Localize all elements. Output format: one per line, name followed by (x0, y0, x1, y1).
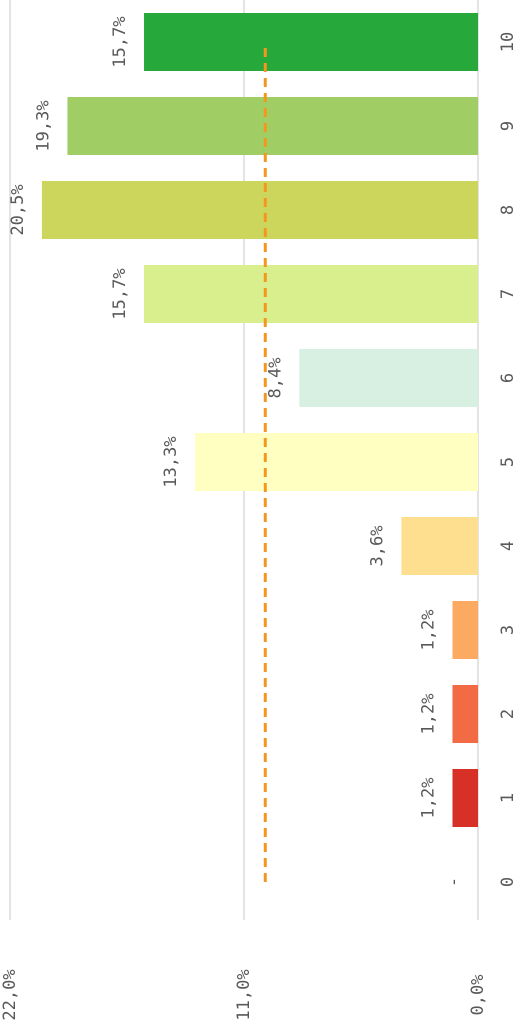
bar (401, 517, 478, 575)
y-tick-label: 11,0% (234, 969, 254, 1020)
value-label: 1,2% (418, 610, 438, 651)
x-tick-label: 2 (498, 709, 518, 719)
value-label: 8,4% (265, 358, 285, 399)
value-label: 13,3% (161, 436, 181, 487)
x-tick-label: 7 (498, 289, 518, 299)
x-tick-label: 0 (498, 877, 518, 887)
bar (144, 265, 478, 323)
x-tick-label: 1 (498, 793, 518, 803)
bar (41, 181, 479, 239)
value-label: 15,7% (110, 268, 130, 319)
value-label: - (444, 877, 464, 887)
x-tick-label: 5 (498, 457, 518, 467)
x-tick-label: 10 (498, 32, 518, 52)
value-label: 3,6% (367, 526, 387, 567)
y-tick-label: 22,0% (0, 969, 20, 1020)
bar (144, 13, 478, 71)
value-label: 1,2% (418, 694, 438, 735)
bar (452, 685, 478, 743)
value-label: 1,2% (418, 778, 438, 819)
x-tick-label: 9 (498, 121, 518, 131)
value-label: 15,7% (110, 16, 130, 67)
bar (67, 97, 478, 155)
bar (452, 601, 478, 659)
x-tick-label: 8 (498, 205, 518, 215)
bar (195, 433, 478, 491)
value-label: 19,3% (33, 100, 53, 151)
bar (452, 769, 478, 827)
bar (299, 349, 478, 407)
value-label: 20,5% (8, 184, 28, 235)
x-tick-label: 4 (498, 541, 518, 551)
x-tick-label: 3 (498, 625, 518, 635)
x-tick-label: 6 (498, 373, 518, 383)
y-tick-label: 0,0% (468, 975, 488, 1016)
